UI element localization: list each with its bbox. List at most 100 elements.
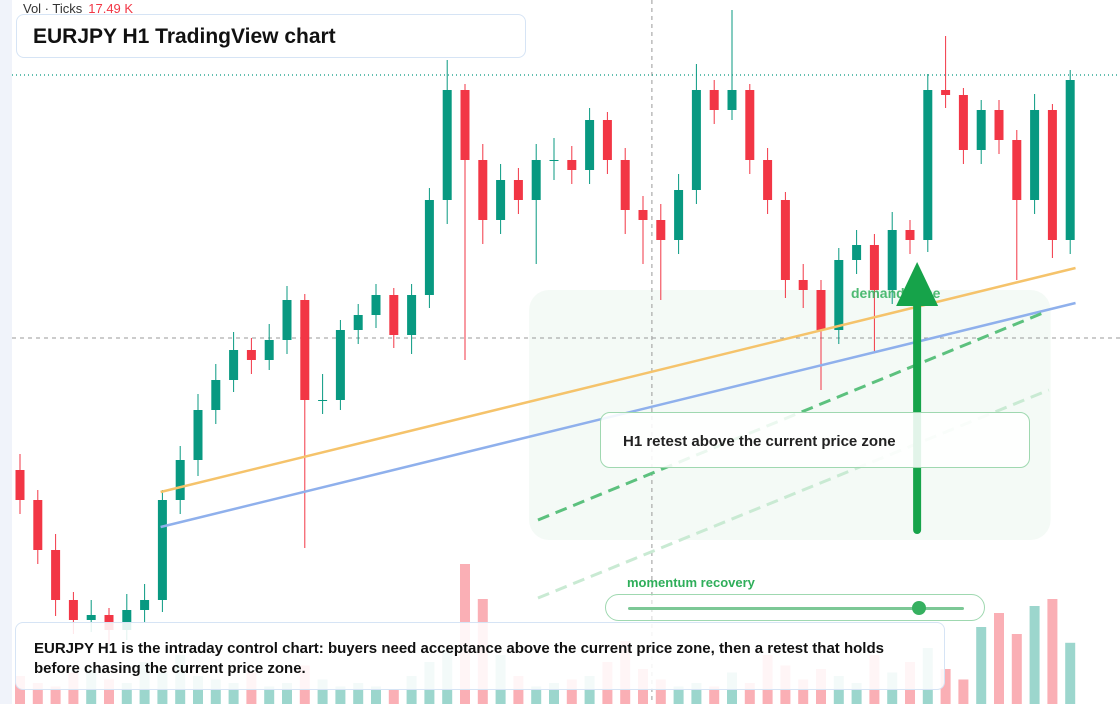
candle-body bbox=[709, 90, 719, 110]
volume-bar bbox=[193, 676, 203, 704]
candle-body bbox=[923, 90, 933, 240]
candle-body bbox=[745, 90, 755, 160]
candle-body bbox=[1012, 140, 1022, 200]
candle-body bbox=[442, 90, 452, 200]
volume-name: Vol · Ticks bbox=[23, 1, 83, 16]
candle-body bbox=[869, 245, 879, 290]
volume-bar bbox=[317, 679, 328, 704]
candle-body bbox=[318, 400, 328, 401]
candle-body bbox=[513, 180, 523, 200]
candle-body bbox=[122, 610, 132, 630]
candle-body bbox=[958, 95, 968, 150]
candle-body bbox=[656, 220, 666, 240]
candle-body bbox=[1047, 110, 1057, 240]
volume-bar bbox=[1029, 606, 1040, 704]
candle-body bbox=[68, 600, 78, 620]
title-box: EURJPY H1 TradingView chart bbox=[16, 14, 526, 58]
candle-body bbox=[834, 260, 844, 330]
candle-body bbox=[905, 230, 915, 240]
volume-bar bbox=[976, 627, 987, 704]
candle-body bbox=[620, 160, 630, 210]
candle-body bbox=[941, 90, 951, 95]
volume-last: 17.49 K bbox=[88, 1, 134, 16]
candle-body bbox=[478, 160, 488, 220]
volume-bar bbox=[940, 669, 951, 704]
candle-body bbox=[157, 500, 167, 600]
volume-bar bbox=[566, 679, 577, 704]
volume-bar bbox=[121, 683, 132, 704]
candle-body bbox=[567, 160, 577, 170]
volume-bar bbox=[282, 683, 292, 704]
candle-body bbox=[674, 190, 684, 240]
candle-body bbox=[1065, 80, 1075, 240]
volume-bar bbox=[406, 676, 417, 704]
volume-bar bbox=[744, 683, 755, 704]
candle-body bbox=[193, 410, 203, 460]
volume-bar bbox=[371, 686, 381, 704]
volume-bar bbox=[1065, 642, 1076, 704]
volume-bar bbox=[798, 679, 809, 704]
candle-body bbox=[300, 300, 310, 400]
candle-body bbox=[816, 290, 826, 330]
volume-bar bbox=[833, 676, 844, 704]
volume-bar bbox=[709, 686, 720, 704]
candle-body bbox=[229, 350, 239, 380]
candle-body bbox=[353, 315, 363, 330]
candle-body bbox=[389, 295, 399, 335]
slider-track bbox=[628, 607, 964, 610]
volume-bar bbox=[513, 676, 524, 704]
candle-body bbox=[407, 295, 417, 335]
volume-bar bbox=[228, 683, 239, 704]
volume-bar bbox=[958, 679, 969, 704]
volume-bar bbox=[851, 683, 862, 704]
candle-body bbox=[282, 300, 292, 340]
candle-body bbox=[1030, 110, 1040, 200]
volume-bar bbox=[673, 686, 684, 704]
momentum-slider bbox=[605, 594, 985, 621]
volume-bar bbox=[549, 683, 559, 704]
candle-body bbox=[424, 200, 434, 295]
volume-bar bbox=[210, 679, 221, 704]
candle-body bbox=[15, 470, 25, 500]
candle-body bbox=[496, 180, 506, 220]
volume-bar bbox=[1011, 634, 1022, 704]
volume-bar bbox=[388, 690, 399, 704]
volume-bar bbox=[1047, 599, 1058, 704]
candle-body bbox=[727, 90, 737, 110]
volume-bar bbox=[50, 686, 61, 704]
chart-title: EURJPY H1 TradingView chart bbox=[33, 25, 336, 48]
arrow-head bbox=[896, 262, 939, 306]
candle-body bbox=[638, 210, 648, 220]
candle-body bbox=[264, 340, 274, 360]
annotation-box: H1 retest above the current price zone bbox=[600, 412, 1030, 468]
candle-body bbox=[246, 350, 256, 360]
volume-bar bbox=[531, 686, 542, 704]
candle-body bbox=[691, 90, 701, 190]
candle-body bbox=[211, 380, 221, 410]
candle-body bbox=[531, 160, 541, 200]
volume-bar bbox=[655, 679, 666, 704]
volume-bar bbox=[994, 613, 1004, 704]
candle-body bbox=[763, 160, 773, 200]
candle-body bbox=[602, 120, 612, 160]
annotation: H1 retest above the current price zone bbox=[623, 433, 896, 450]
candle-body bbox=[460, 90, 470, 160]
slider-knob bbox=[912, 601, 926, 615]
volume-bar bbox=[15, 676, 25, 704]
volume-bar bbox=[691, 683, 702, 704]
candle-body bbox=[175, 460, 185, 500]
volume-header: Vol · Ticks 17.49 K bbox=[23, 1, 133, 16]
candle-body bbox=[33, 500, 43, 550]
candle-body bbox=[549, 160, 559, 161]
candle-body bbox=[371, 295, 381, 315]
volume-bar bbox=[264, 686, 275, 704]
candle-body bbox=[798, 280, 808, 290]
candle-body bbox=[887, 230, 897, 290]
candle-body bbox=[585, 120, 595, 170]
volume-bar bbox=[584, 676, 595, 704]
candle-body bbox=[780, 200, 790, 280]
caption-box: EURJPY H1 is the intraday control chart:… bbox=[15, 622, 945, 690]
candle-body bbox=[51, 550, 61, 600]
momentum-label: momentum recovery bbox=[627, 575, 755, 590]
candle-body bbox=[976, 110, 986, 150]
